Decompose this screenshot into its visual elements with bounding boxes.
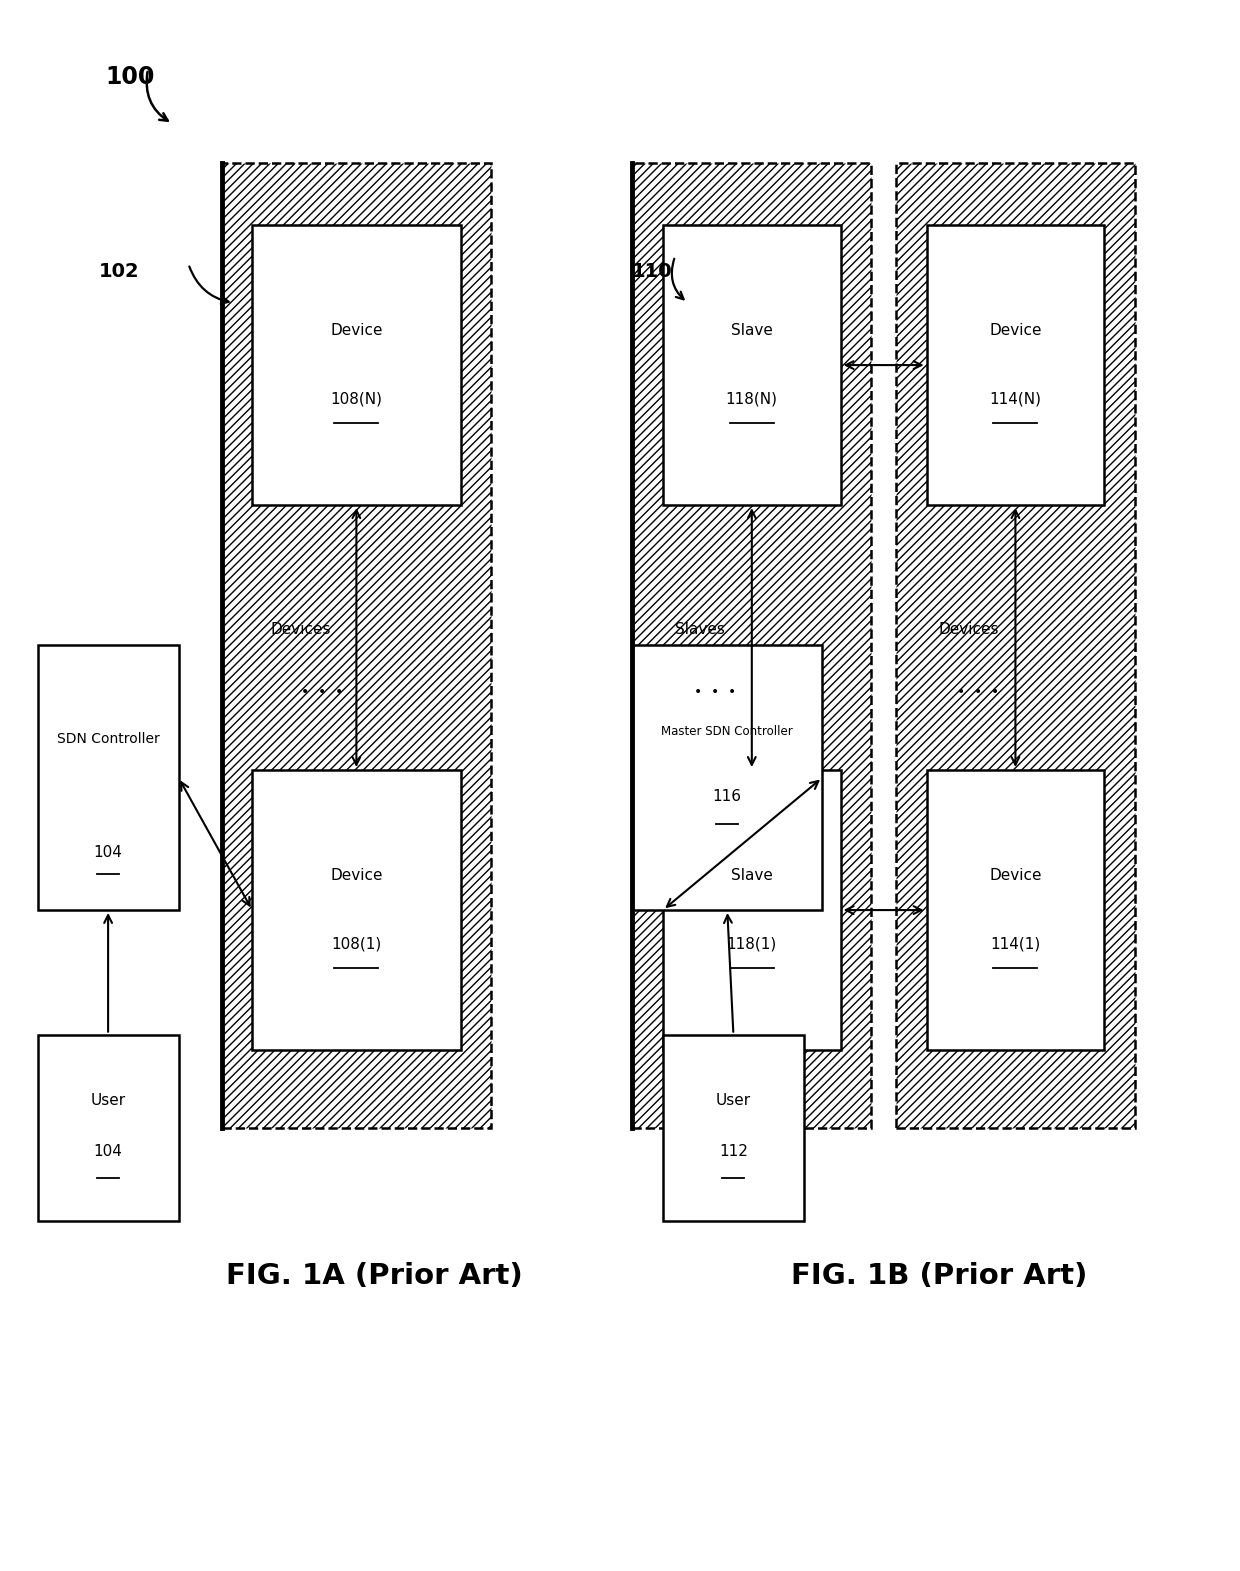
Bar xyxy=(663,225,841,506)
Bar xyxy=(632,646,822,910)
Text: 102: 102 xyxy=(99,262,140,281)
Text: 114(N): 114(N) xyxy=(990,391,1042,407)
Text: 108(N): 108(N) xyxy=(330,391,382,407)
Text: •  •  •: • • • xyxy=(957,685,999,699)
Text: 108(1): 108(1) xyxy=(331,936,382,952)
Text: 104: 104 xyxy=(94,845,123,859)
Bar xyxy=(37,646,179,910)
Text: Devices: Devices xyxy=(939,622,999,638)
Text: 112: 112 xyxy=(719,1144,748,1159)
Text: FIG. 1B (Prior Art): FIG. 1B (Prior Art) xyxy=(791,1262,1087,1290)
Text: Master SDN Controller: Master SDN Controller xyxy=(661,724,794,737)
Bar xyxy=(926,225,1105,506)
Text: Devices: Devices xyxy=(270,622,331,638)
Bar xyxy=(252,225,460,506)
Text: User: User xyxy=(715,1092,751,1108)
Text: FIG. 1A (Prior Art): FIG. 1A (Prior Art) xyxy=(227,1262,523,1290)
Text: •  •  •: • • • xyxy=(301,685,343,699)
Bar xyxy=(663,770,841,1049)
Text: Device: Device xyxy=(990,869,1042,883)
Text: User: User xyxy=(91,1092,125,1108)
Text: Device: Device xyxy=(330,869,383,883)
Text: 110: 110 xyxy=(632,262,673,281)
Text: •  •  •: • • • xyxy=(693,685,735,699)
Text: 114(1): 114(1) xyxy=(991,936,1040,952)
Bar xyxy=(252,770,460,1049)
Text: SDN Controller: SDN Controller xyxy=(57,732,160,746)
Text: 100: 100 xyxy=(105,64,155,90)
Text: Slaves: Slaves xyxy=(675,622,725,638)
Bar xyxy=(222,163,491,1128)
Text: 118(1): 118(1) xyxy=(727,936,777,952)
Text: Device: Device xyxy=(990,324,1042,338)
Text: 104: 104 xyxy=(94,1144,123,1159)
Text: Slave: Slave xyxy=(730,324,773,338)
Bar xyxy=(663,1035,804,1222)
Text: 116: 116 xyxy=(713,789,742,804)
Text: Slave: Slave xyxy=(730,869,773,883)
Bar xyxy=(632,163,872,1128)
Text: 118(N): 118(N) xyxy=(725,391,777,407)
Text: Device: Device xyxy=(330,324,383,338)
Bar xyxy=(37,1035,179,1222)
Bar xyxy=(895,163,1135,1128)
Bar xyxy=(926,770,1105,1049)
